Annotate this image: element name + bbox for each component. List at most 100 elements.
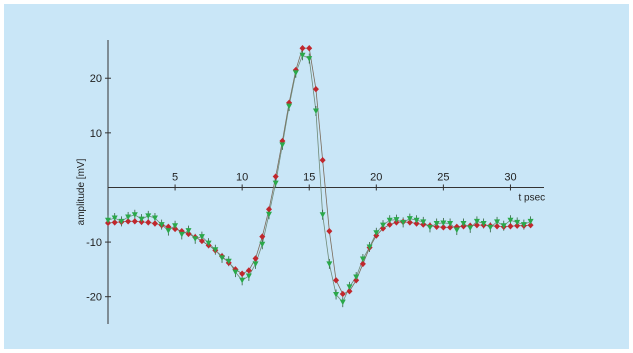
data-point-green (245, 273, 252, 279)
data-point-green (359, 256, 366, 263)
x-tick-label: 10 (236, 171, 248, 183)
x-tick-label: 25 (437, 171, 449, 183)
data-point-red (265, 206, 272, 213)
data-point-red (359, 260, 366, 268)
data-point-green (319, 212, 326, 218)
data-point-red (346, 288, 353, 295)
data-point-green (165, 228, 172, 234)
data-point-red (440, 224, 447, 231)
data-point-green (151, 215, 158, 222)
data-point-green (185, 228, 192, 234)
data-point-green (433, 221, 440, 227)
data-point-green (299, 52, 306, 59)
data-point-red (339, 290, 346, 298)
data-point-red (111, 219, 118, 226)
data-point-green (232, 269, 239, 276)
data-point-red (172, 225, 179, 233)
series-line (107, 54, 531, 303)
data-point-green (460, 221, 467, 227)
x-tick-label: 30 (504, 171, 516, 183)
data-point-green (292, 70, 299, 76)
data-point-red (507, 223, 514, 230)
data-point-red (319, 156, 326, 164)
data-point-red (299, 44, 306, 52)
data-point-green (158, 222, 165, 228)
data-point-red (333, 277, 340, 284)
data-point-green (306, 56, 313, 62)
data-point-green (178, 231, 185, 238)
data-point-green (413, 217, 420, 224)
data-point-red (413, 220, 420, 227)
data-point-green (333, 292, 340, 298)
data-point-green (279, 142, 286, 148)
data-point-green (272, 180, 279, 187)
data-point-green (205, 240, 212, 247)
data-point-green (198, 234, 205, 240)
data-point-red (131, 218, 138, 225)
data-point-red (245, 267, 252, 274)
data-point-green (393, 217, 400, 223)
data-point-green (225, 258, 232, 265)
data-point-green (346, 284, 353, 290)
data-point-green (400, 219, 407, 226)
data-point-red (252, 255, 259, 262)
data-point-green (131, 212, 138, 218)
x-axis-label: t psec (519, 192, 546, 203)
data-point-red (145, 219, 152, 226)
y-axis-label: amplitude [mV] (76, 158, 87, 225)
data-point-green (339, 299, 346, 306)
data-point-red (406, 219, 413, 226)
data-point-green (380, 222, 387, 229)
data-point-red (386, 221, 393, 228)
data-point-red (125, 218, 132, 225)
y-tick-label: -10 (86, 237, 102, 249)
data-point-green (420, 219, 427, 225)
data-point-red (494, 223, 501, 230)
data-point-red (312, 85, 319, 93)
data-point-green (219, 255, 226, 261)
data-point-red (306, 44, 313, 52)
data-point-green (366, 244, 373, 250)
data-point-green (453, 227, 460, 234)
data-point-green (326, 261, 333, 267)
axes (107, 40, 544, 324)
data-point-green (125, 214, 132, 220)
data-point-red (326, 227, 333, 235)
x-tick-label: 15 (303, 171, 315, 183)
series-lines (107, 47, 531, 303)
data-point-green (406, 216, 413, 222)
data-point-green (239, 277, 246, 284)
data-point-red (272, 173, 279, 180)
y-tick-label: -20 (86, 292, 102, 304)
x-tick-label: 5 (172, 171, 178, 183)
data-point-red (151, 220, 158, 227)
data-point-red (198, 237, 205, 245)
data-point-green (487, 224, 494, 231)
data-point-green (426, 224, 433, 231)
data-point-green (286, 103, 293, 110)
data-point-green (386, 217, 393, 224)
chart-svg: 5 10 15 20 25 30 20 10 -10 -20 t psec amplitude [… (76, 40, 546, 324)
data-point-red (514, 222, 521, 229)
data-point-green (145, 213, 152, 219)
data-point-green (507, 217, 514, 224)
data-point-red (353, 277, 360, 284)
data-point-red (527, 221, 534, 229)
data-point-green (118, 218, 125, 225)
data-point-green (514, 219, 521, 226)
data-point-red (380, 225, 387, 232)
data-point-green (353, 274, 360, 281)
y-tick-label: 10 (90, 128, 102, 140)
markers (105, 44, 534, 306)
data-point-green (105, 217, 111, 224)
data-point-green (265, 211, 272, 218)
data-point-green (494, 219, 501, 225)
data-point-green (500, 223, 507, 229)
x-tick-label: 20 (370, 171, 382, 183)
data-point-green (172, 223, 179, 229)
data-point-green (252, 261, 259, 267)
data-point-green (440, 220, 447, 226)
data-point-green (467, 225, 474, 231)
data-point-green (447, 221, 454, 227)
